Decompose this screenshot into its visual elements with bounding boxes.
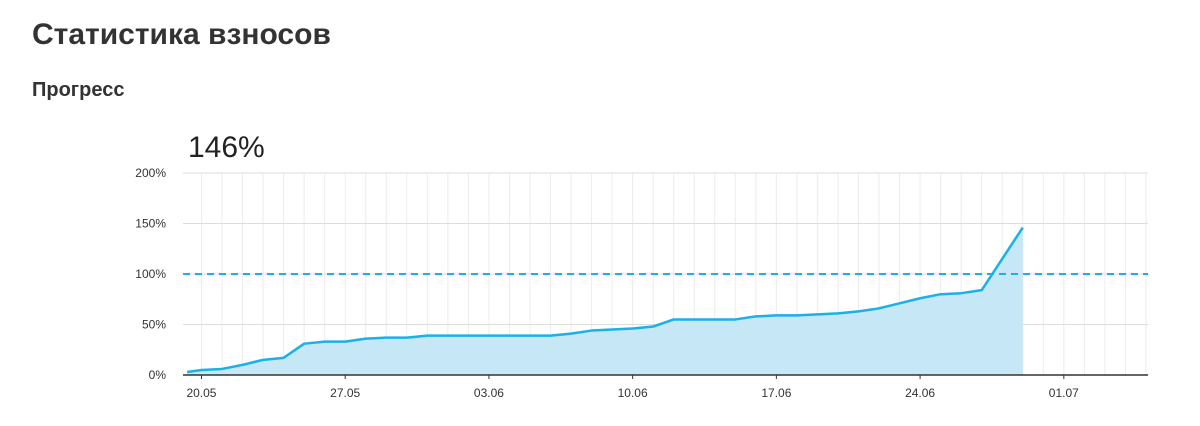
x-tick-label: 20.05 — [186, 386, 216, 400]
x-tick-label: 03.06 — [474, 386, 504, 400]
area-fill — [187, 227, 1023, 375]
progress-line — [186, 226, 1024, 374]
x-tick-label: 24.06 — [905, 386, 935, 400]
y-tick-label: 100% — [135, 267, 166, 281]
y-tick-label: 0% — [149, 368, 167, 382]
y-tick-label: 150% — [135, 217, 166, 231]
y-tick-label: 50% — [142, 318, 166, 332]
headline-value: 146% — [188, 131, 265, 164]
x-tick-label: 17.06 — [761, 386, 791, 400]
page-title: Статистика взносов — [32, 18, 331, 51]
x-tick-label: 10.06 — [618, 386, 648, 400]
y-tick-label: 200% — [135, 166, 166, 180]
x-tick-label: 27.05 — [330, 386, 360, 400]
x-tick-label: 01.07 — [1049, 386, 1079, 400]
section-title: Прогресс — [32, 79, 124, 101]
